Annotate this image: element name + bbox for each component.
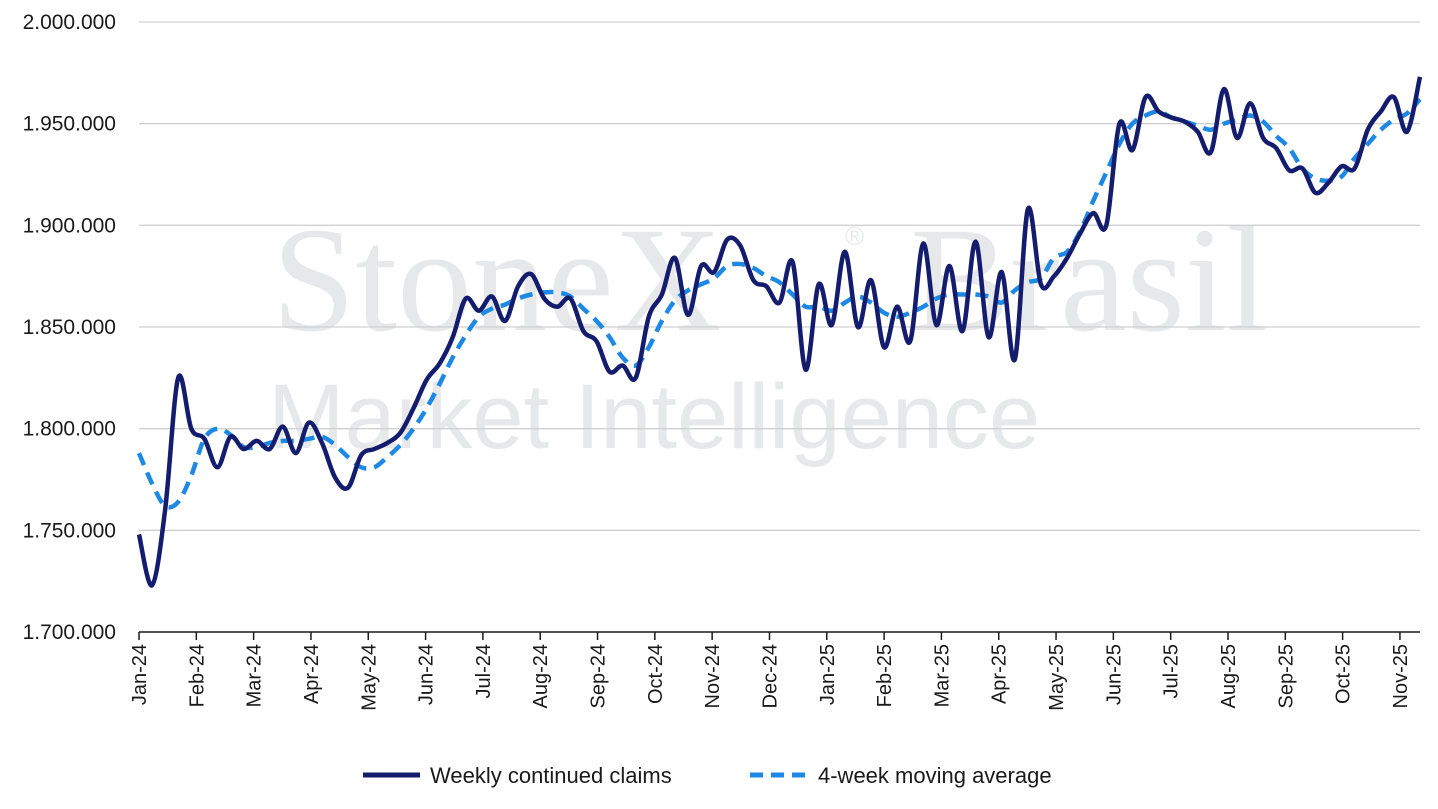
series-line-weekly-continued-claims <box>136 76 1423 588</box>
series-layer <box>136 76 1423 588</box>
x-tick-label: Oct-24 <box>645 644 667 704</box>
x-tick-label: Feb-24 <box>186 644 208 707</box>
watermark-suffix: Brasil <box>910 197 1268 363</box>
x-tick-label: Jan-25 <box>817 644 839 705</box>
series-line-4-week-moving-average <box>136 97 1422 510</box>
y-tick-label: 1.750.000 <box>23 519 116 542</box>
x-tick-label: Nov-25 <box>1390 644 1412 708</box>
x-tick-label: Mar-24 <box>244 644 266 707</box>
y-tick-label: 1.700.000 <box>23 621 116 644</box>
x-tick-label: May-24 <box>358 644 380 711</box>
x-tick-label: Jan-24 <box>129 644 151 705</box>
x-tick-label: Sep-24 <box>588 644 610 709</box>
x-tick-label: Jun-24 <box>416 644 438 705</box>
y-tick-label: 1.950.000 <box>23 113 116 136</box>
legend-label-weekly: Weekly continued claims <box>430 763 672 788</box>
watermark-reg: ® <box>845 221 864 251</box>
x-tick-label: Dec-24 <box>759 644 781 708</box>
x-tick-label: Jul-25 <box>1161 644 1183 698</box>
x-tick-label: Jun-25 <box>1103 644 1125 705</box>
x-tick-label: Apr-25 <box>989 644 1011 704</box>
y-tick-label: 1.900.000 <box>23 214 116 237</box>
watermark-line2: Market Intelligence <box>268 366 1040 468</box>
watermark-brand: StoneX <box>272 197 722 363</box>
x-tick-label: Aug-25 <box>1218 644 1240 709</box>
x-tick-label: May-25 <box>1046 644 1068 711</box>
gridlines <box>139 21 1420 531</box>
x-tick-label: Jul-24 <box>473 644 495 698</box>
x-tick-label: Sep-25 <box>1275 644 1297 709</box>
y-tick-label: 1.800.000 <box>23 418 116 441</box>
y-tick-label: 2.000.000 <box>23 11 116 34</box>
legend-label-average: 4-week moving average <box>818 763 1052 788</box>
x-tick-label: Aug-24 <box>530 644 552 709</box>
x-tick-label: Feb-25 <box>874 644 896 707</box>
x-axis: Jan-24 Feb-24 Mar-24 Apr-24 May-24 Jun-24 Jul-… <box>129 631 1420 711</box>
x-tick-label: Mar-25 <box>931 644 953 707</box>
x-tick-label: Nov-24 <box>702 644 724 708</box>
x-tick-label: Oct-25 <box>1333 644 1355 704</box>
watermark: StoneX Brasil ® Market Intelligence <box>268 197 1268 468</box>
y-axis-labels: 1.700.000 1.750.000 1.800.000 1.850.000 1.90… <box>23 11 116 644</box>
legend: Weekly continued claims 4-week moving av… <box>363 763 1052 788</box>
y-tick-label: 1.850.000 <box>23 316 116 339</box>
x-tick-label: Apr-24 <box>301 644 323 704</box>
